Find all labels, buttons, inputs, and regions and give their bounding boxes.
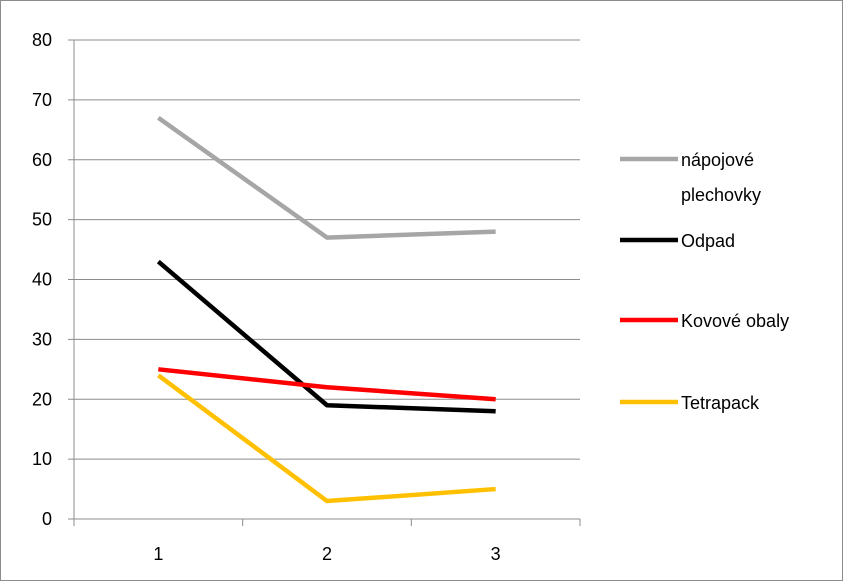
y-tick-label: 60 <box>32 150 52 170</box>
y-tick-label: 40 <box>32 270 52 290</box>
y-tick-label: 80 <box>32 30 52 50</box>
y-tick-label: 10 <box>32 449 52 469</box>
legend-label-2: Kovové obaly <box>681 311 789 331</box>
series-line-1 <box>156 259 496 414</box>
legend: nápojové plechovky Odpad Kovové obaly Tetrap… <box>620 150 789 413</box>
legend-label-0: plechovky <box>681 185 761 205</box>
series-line-3 <box>156 373 496 504</box>
legend-label-3: Tetrapack <box>681 393 760 413</box>
y-tick-label: 30 <box>32 329 52 349</box>
y-tick-label: 20 <box>32 389 52 409</box>
x-tick-label: 2 <box>322 544 332 564</box>
series-line-2 <box>158 367 496 402</box>
x-tick-label: 3 <box>491 544 501 564</box>
y-tick-label: 70 <box>32 90 52 110</box>
y-axis-tick-labels: 0 10 20 30 40 50 60 70 80 <box>32 30 52 529</box>
x-tick-label: 1 <box>153 544 163 564</box>
gridlines <box>74 39 580 460</box>
x-axis-tick-labels: 1 2 3 <box>153 544 500 564</box>
y-tick-label: 50 <box>32 210 52 230</box>
series-lines <box>156 116 496 504</box>
legend-label-1: Odpad <box>681 231 735 251</box>
axes <box>68 39 581 526</box>
y-tick-label: 0 <box>42 509 52 529</box>
legend-label-0: nápojové <box>681 150 754 170</box>
series-line-0 <box>157 116 496 240</box>
